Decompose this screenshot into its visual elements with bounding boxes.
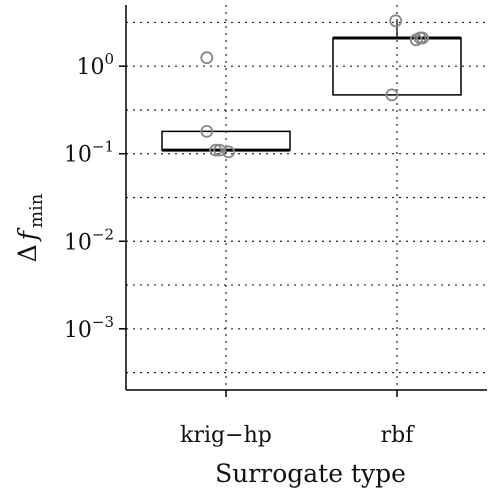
x-tick-label: krig−hp bbox=[180, 423, 272, 448]
y-axis-label: Δfmin bbox=[13, 193, 47, 262]
y-axis-label-delta: Δ bbox=[13, 244, 42, 262]
y-tick-label: 10−1 bbox=[64, 138, 114, 168]
data-point bbox=[200, 51, 214, 65]
grid bbox=[126, 5, 487, 390]
data-point bbox=[200, 124, 214, 138]
x-tick-label: rbf bbox=[381, 423, 416, 448]
data-point bbox=[213, 143, 227, 157]
y-tick-label: 100 bbox=[76, 50, 114, 80]
y-axis-label-subscript: min bbox=[26, 193, 47, 228]
y-tick-label: 10−3 bbox=[64, 313, 114, 343]
points bbox=[200, 14, 430, 159]
x-axis-label: Surrogate type bbox=[215, 459, 406, 488]
data-point bbox=[385, 88, 399, 102]
data-point bbox=[209, 143, 223, 157]
boxes bbox=[161, 20, 462, 152]
axes: 100 10−1 10−2 10−3 krig−hp rbf bbox=[64, 5, 487, 448]
data-point bbox=[389, 14, 403, 28]
y-axis-label-variable: f bbox=[13, 227, 42, 242]
data-point bbox=[222, 145, 235, 159]
data-point bbox=[416, 31, 430, 45]
y-tick-label: 10−2 bbox=[64, 225, 114, 255]
